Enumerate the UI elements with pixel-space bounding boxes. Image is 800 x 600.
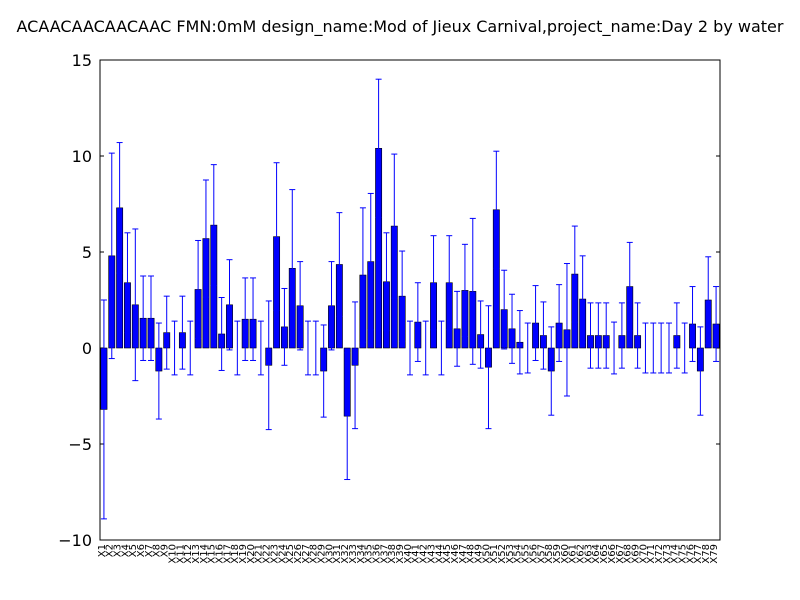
x-tick-label: X59 (552, 544, 563, 564)
x-tick-label: X56 (528, 544, 539, 564)
x-tick-label: X69 (630, 544, 641, 564)
x-tick-label: X26 (293, 544, 304, 564)
x-tick-label: X61 (568, 544, 579, 564)
y-tick-label: −10 (58, 531, 92, 550)
x-tick-label: X52 (497, 544, 508, 564)
x-tick-label: X5 (128, 544, 139, 557)
x-tick-label: X28 (309, 544, 320, 564)
x-tick-label: X3 (112, 544, 123, 557)
x-tick-label: X21 (254, 544, 265, 564)
x-tick-label: X8 (152, 544, 163, 557)
x-tick-label: X41 (411, 544, 422, 564)
x-tick-label: X15 (207, 544, 218, 564)
x-tick-label: X16 (215, 544, 226, 564)
x-tick-label: X18 (230, 544, 241, 564)
x-tick-label: X20 (246, 544, 257, 564)
x-tick-label: X1 (97, 544, 108, 557)
x-tick-label: X39 (395, 544, 406, 564)
x-tick-label: X48 (466, 544, 477, 564)
x-tick-label: X77 (693, 544, 704, 564)
x-tick-label: X32 (340, 544, 351, 564)
y-tick-label: 15 (72, 51, 92, 70)
y-tick-label: 0 (82, 339, 92, 358)
x-tick-label: X13 (191, 544, 202, 564)
x-tick-label: X54 (513, 544, 524, 564)
x-tick-label: X51 (489, 544, 500, 564)
x-tick-label: X50 (481, 544, 492, 564)
x-tick-label: X30 (324, 544, 335, 564)
x-tick-label: X19 (238, 544, 249, 564)
x-tick-label: X9 (160, 544, 171, 557)
x-tick-label: X63 (583, 544, 594, 564)
y-tick-label: −5 (68, 435, 92, 454)
x-tick-label: X25 (285, 544, 296, 564)
x-tick-label: X71 (646, 544, 657, 564)
x-tick-label: X64 (591, 544, 602, 564)
x-tick-label: X43 (426, 544, 437, 564)
x-tick-label: X40 (403, 544, 414, 564)
x-tick-label: X47 (458, 544, 469, 564)
x-tick-label: X33 (348, 544, 359, 564)
x-tick-label: X55 (521, 544, 532, 564)
x-tick-label: X68 (623, 544, 634, 564)
x-tick-label: X75 (678, 544, 689, 564)
x-tick-label: X67 (615, 544, 626, 564)
x-tick-label: X42 (419, 544, 430, 564)
x-tick-label: X60 (560, 544, 571, 564)
x-tick-label: X27 (301, 544, 312, 564)
x-tick-label: X74 (670, 544, 681, 564)
x-tick-label: X4 (120, 544, 131, 557)
x-tick-label: X31 (332, 544, 343, 564)
x-tick-label: X35 (364, 544, 375, 564)
chart-title: ACAACAACAACAAC FMN:0mM design_name:Mod o… (17, 17, 784, 37)
x-tick-label: X36 (371, 544, 382, 564)
x-tick-label: X11 (175, 544, 186, 564)
x-tick-label: X23 (269, 544, 280, 564)
x-tick-label: X58 (544, 544, 555, 564)
x-tick-label: X79 (709, 544, 720, 564)
x-tick-label: X17 (222, 544, 233, 564)
x-tick-label: X10 (167, 544, 178, 564)
x-tick-label: X66 (607, 544, 618, 564)
x-tick-label: X46 (450, 544, 461, 564)
x-tick-label: X76 (685, 544, 696, 564)
x-tick-label: X2 (105, 544, 116, 557)
x-tick-label: X53 (505, 544, 516, 564)
x-tick-label: X65 (599, 544, 610, 564)
x-tick-label: X78 (701, 544, 712, 564)
x-tick-label: X72 (654, 544, 665, 564)
x-tick-label: X12 (183, 544, 194, 564)
x-tick-label: X73 (662, 544, 673, 564)
x-tick-label: X37 (379, 544, 390, 564)
x-tick-label: X22 (262, 544, 273, 564)
x-tick-label: X6 (136, 544, 147, 557)
x-tick-label: X44 (434, 544, 445, 564)
x-tick-label: X62 (576, 544, 587, 564)
x-tick-label: X34 (356, 544, 367, 564)
x-tick-label: X38 (387, 544, 398, 564)
y-tick-label: 10 (72, 147, 92, 166)
x-tick-label: X45 (442, 544, 453, 564)
x-tick-label: X29 (317, 544, 328, 564)
y-tick-label: 5 (82, 243, 92, 262)
x-tick-label: X7 (144, 544, 155, 557)
x-tick-label: X49 (473, 544, 484, 564)
x-tick-label: X70 (638, 544, 649, 564)
x-tick-label: X57 (536, 544, 547, 564)
x-tick-label: X24 (277, 544, 288, 564)
x-tick-label: X14 (199, 544, 210, 564)
